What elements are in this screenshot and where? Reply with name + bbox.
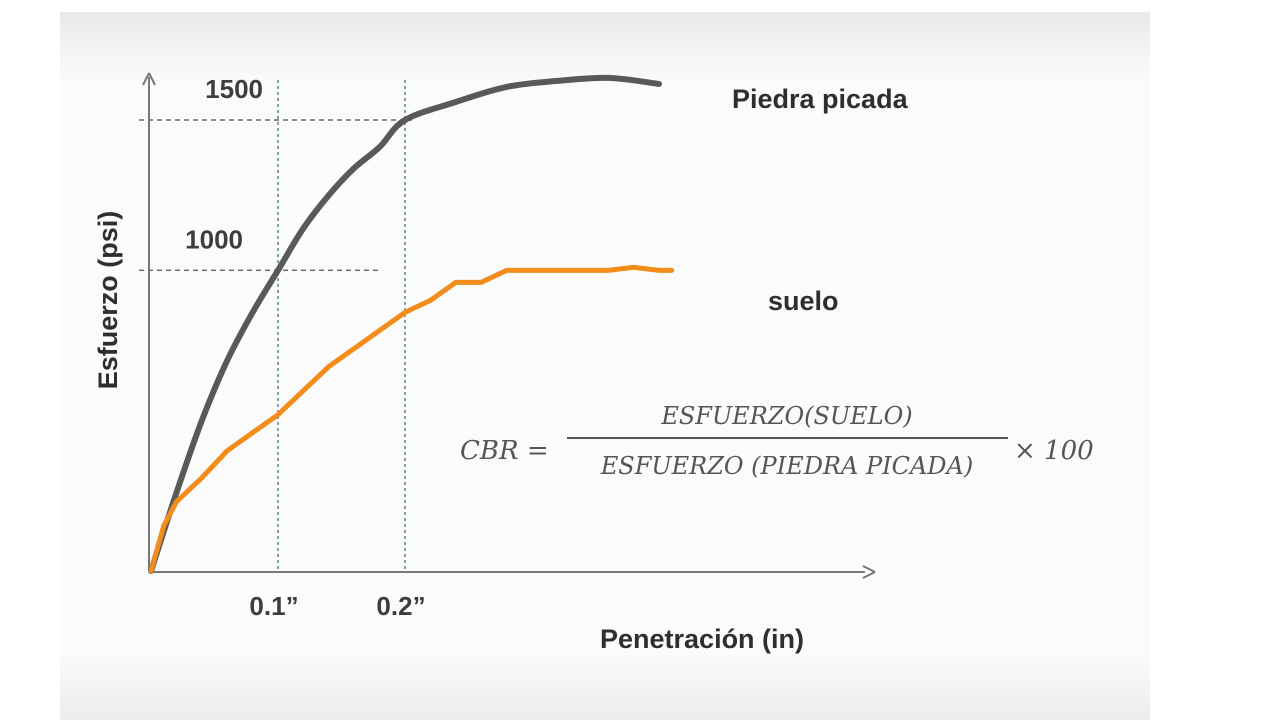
series-line-suelo xyxy=(148,264,675,574)
y-axis-arrowhead xyxy=(142,72,156,86)
cbr-chart: 0.1” 0.2” 1000 1500 Penetración (in) Esfuer… xyxy=(93,72,1094,654)
tick-labels: 0.1” 0.2” 1000 1500 xyxy=(185,74,425,621)
x-tick-label-0: 0.1” xyxy=(249,591,298,621)
x-axis-arrowhead xyxy=(862,565,876,579)
axes xyxy=(142,72,876,579)
y-axis-label: Esfuerzo (psi) xyxy=(93,211,123,390)
cbr-formula: CBR = ESFUERZO(SUELO) ESFUERZO (PIEDRA P… xyxy=(460,402,1094,480)
series-layer xyxy=(148,74,675,574)
series-line-piedra-picada xyxy=(148,74,662,574)
formula-lhs: CBR = xyxy=(460,436,549,466)
formula-denominator: ESFUERZO (PIEDRA PICADA) xyxy=(600,452,973,480)
formula-numerator: ESFUERZO(SUELO) xyxy=(660,402,912,430)
x-tick-label-1: 0.2” xyxy=(376,591,425,621)
x-axis-label: Penetración (in) xyxy=(600,624,804,654)
y-tick-label-1500: 1500 xyxy=(205,74,263,104)
series-label-suelo: suelo xyxy=(768,286,839,316)
formula-multiplier: × 100 xyxy=(1014,436,1094,466)
y-tick-label-1000: 1000 xyxy=(185,224,243,254)
reference-lines xyxy=(139,80,412,572)
series-label-piedra-picada: Piedra picada xyxy=(732,84,909,114)
slide-background: 0.1” 0.2” 1000 1500 Penetración (in) Esfuer… xyxy=(60,12,1150,720)
